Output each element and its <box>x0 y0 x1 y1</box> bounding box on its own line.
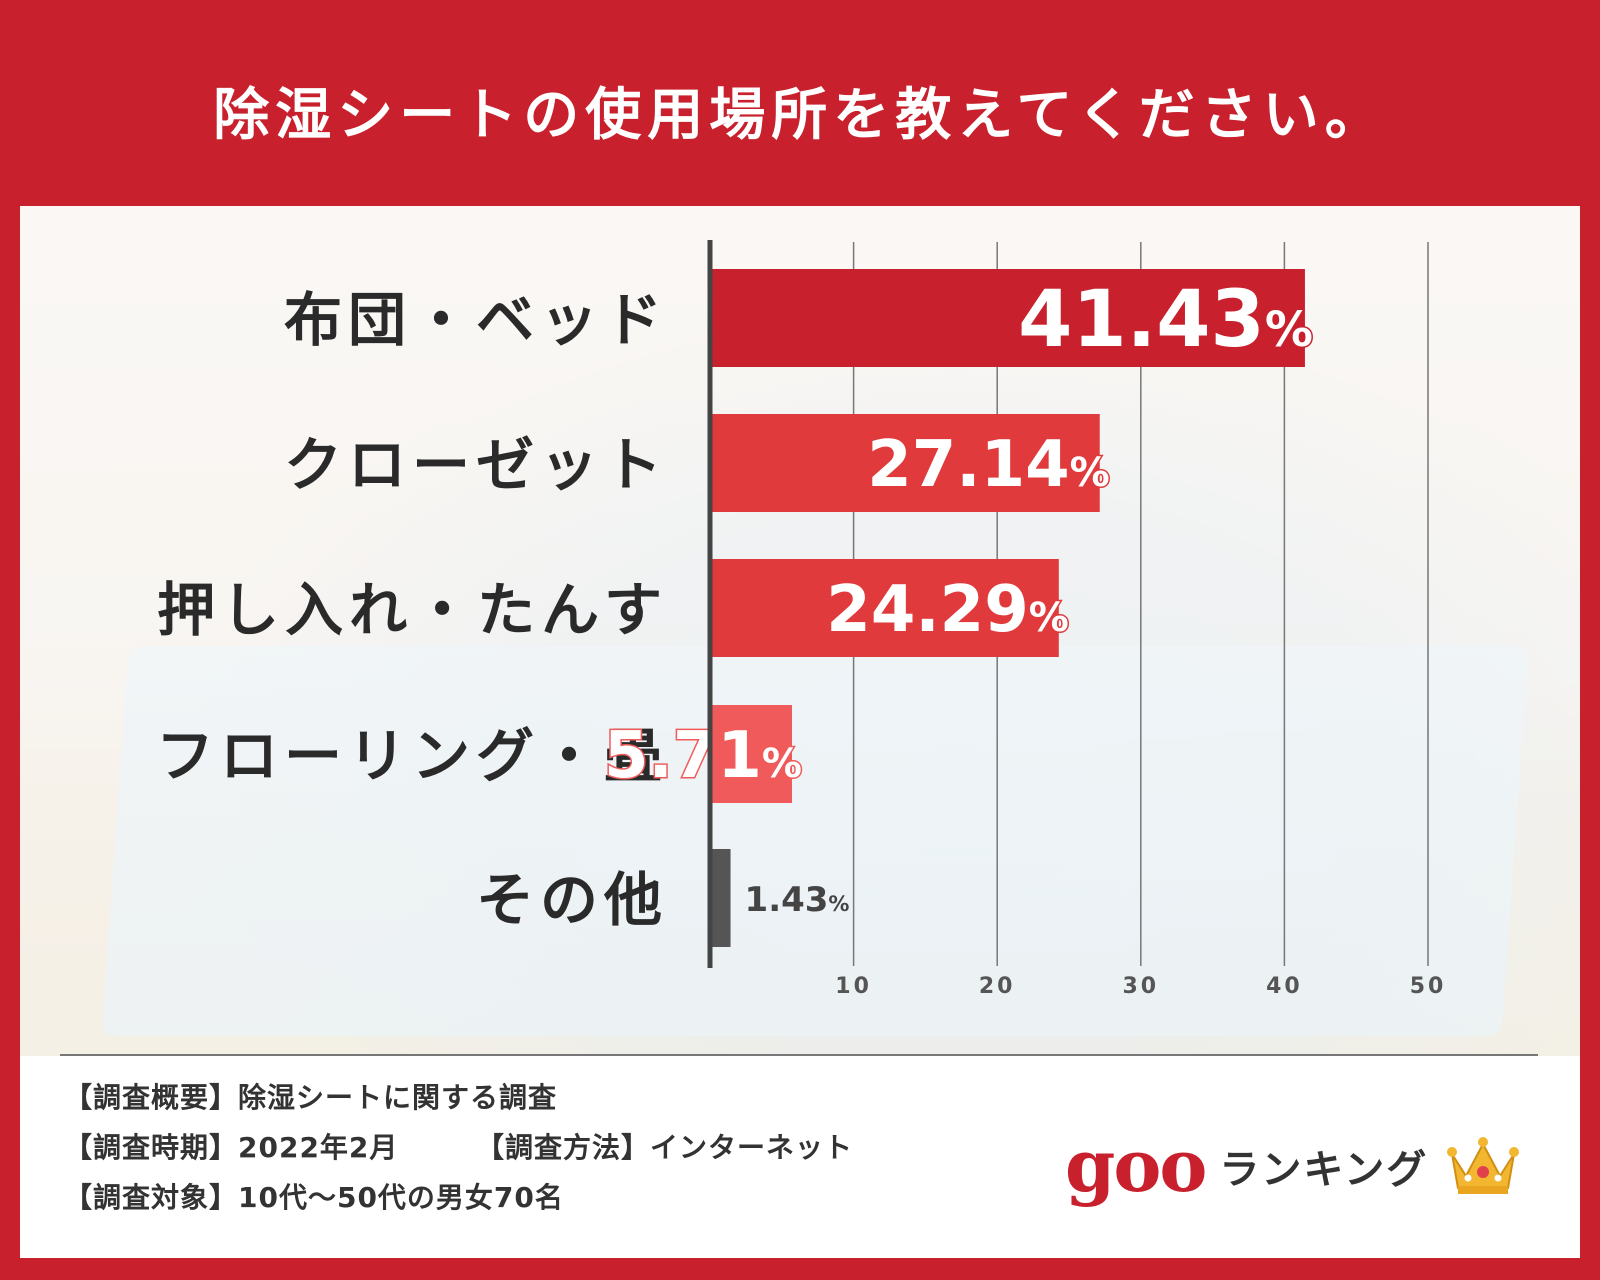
x-tick-label: 40 <box>1266 974 1303 999</box>
value-label: 24.29% <box>826 573 1069 647</box>
category-label: その他 <box>476 866 668 934</box>
value-label: 1.43% <box>745 880 850 920</box>
value-unit: % <box>1070 450 1110 496</box>
bar <box>710 705 792 803</box>
bar <box>710 849 731 947</box>
value-unit: % <box>828 892 849 916</box>
bar <box>710 269 1305 367</box>
bar <box>710 414 1100 512</box>
value-label: 5.71% <box>604 719 802 793</box>
page-title: 除湿シートの使用場所を教えてください。 <box>213 83 1387 148</box>
category-label: クローゼット <box>284 431 668 499</box>
survey-method: 【調査方法】インターネット <box>476 1131 854 1164</box>
footer-divider <box>60 1054 1538 1056</box>
chart-panel: 10 20 30 40 50 布団・ベッド 41.43% クローゼット 27.14% 押し入れ・た… <box>20 206 1580 1258</box>
x-tick-label: 30 <box>1122 974 1159 999</box>
goo-ranking-logo: goo ランキング <box>1065 1126 1520 1206</box>
survey-target: 【調査対象】10代～50代の男女70名 <box>64 1181 564 1214</box>
value-unit: % <box>1265 302 1313 358</box>
x-tick-label: 50 <box>1410 974 1447 999</box>
value-number: 27.14 <box>867 428 1069 502</box>
bar-chart: 10 20 30 40 50 布団・ベッド 41.43% クローゼット 27.14% 押し入れ・た… <box>156 240 1447 999</box>
value-number: 24.29 <box>826 573 1028 647</box>
value-number: 5.71 <box>604 719 762 793</box>
x-tick-label: 20 <box>979 974 1016 999</box>
value-label: 41.43% <box>1018 275 1313 365</box>
value-number: 1.43 <box>745 880 829 920</box>
logo-label: ランキング <box>1219 1147 1429 1193</box>
crown-icon <box>1447 1137 1520 1194</box>
value-unit: % <box>762 741 802 787</box>
survey-overview: 【調査概要】除湿シートに関する調査 <box>64 1081 558 1114</box>
category-label: 布団・ベッド <box>284 286 668 354</box>
survey-period: 【調査時期】2022年2月 <box>64 1131 399 1164</box>
category-label: 押し入れ・たんす <box>157 576 668 644</box>
bar <box>710 559 1059 657</box>
value-unit: % <box>1029 595 1069 641</box>
value-label: 27.14% <box>867 428 1110 502</box>
x-tick-label: 10 <box>835 974 872 999</box>
value-number: 41.43 <box>1018 275 1265 365</box>
category-label: フローリング・畳 <box>156 722 668 790</box>
logo-brand: goo <box>1065 1123 1207 1208</box>
